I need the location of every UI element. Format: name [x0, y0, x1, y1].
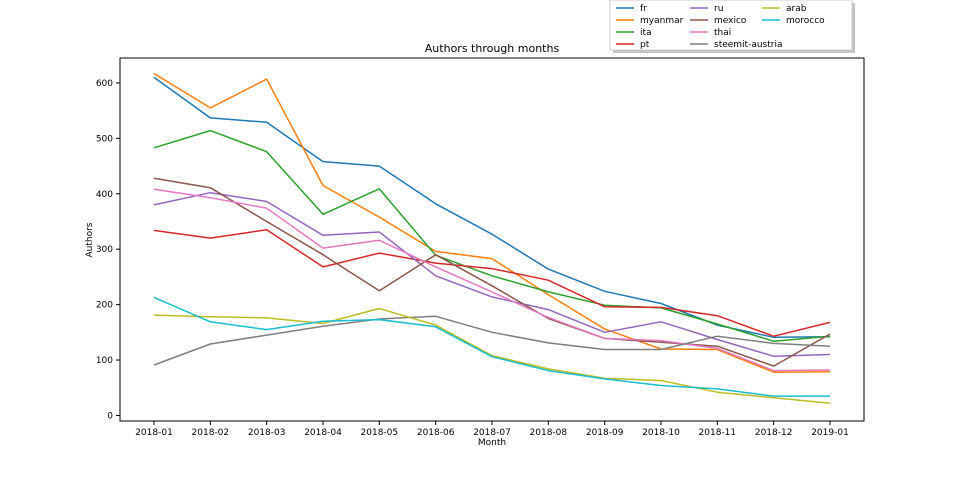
series-line-myanmar [153, 72, 831, 373]
plot-area-frame [119, 57, 865, 422]
x-tick-label: 2019-01 [811, 428, 849, 438]
y-tick-label: 600 [96, 79, 113, 89]
series-line-thai [153, 188, 831, 372]
legend-label-ita: ita [640, 28, 652, 38]
legend-label-arab: arab [786, 4, 807, 14]
series-lines [153, 72, 831, 405]
x-tick-label: 2018-09 [586, 428, 624, 438]
y-tick-label: 500 [96, 134, 113, 144]
x-tick-label: 2018-08 [530, 428, 568, 438]
legend-label-mexico: mexico [714, 16, 747, 26]
chart-title: Authors through months [425, 42, 560, 55]
series-line-ru [153, 191, 831, 357]
series-line-steemit-austria [153, 315, 831, 366]
series-line-arab [153, 307, 831, 405]
x-tick-label: 2018-06 [417, 428, 455, 438]
series-line-fr [153, 76, 831, 339]
x-tick-label: 2018-03 [248, 428, 286, 438]
legend-label-steemit-austria: steemit-austria [714, 40, 783, 50]
legend: fr myanmar ita pt ru mexico thai steemit-austri… [609, 0, 855, 53]
x-tick-label: 2018-07 [473, 428, 511, 438]
legend-label-thai: thai [714, 28, 731, 38]
x-tick-label: 2018-10 [642, 428, 680, 438]
legend-label-fr: fr [640, 4, 647, 14]
legend-label-ru: ru [714, 4, 723, 14]
legend-label-myanmar: myanmar [640, 16, 684, 26]
series-line-morocco [153, 296, 830, 397]
series-line-pt [153, 229, 831, 337]
y-axis: 0 100 200 300 400 500 600 [96, 79, 120, 421]
y-tick-label: 200 [96, 301, 113, 311]
y-tick-label: 400 [96, 190, 113, 200]
y-tick-label: 300 [96, 245, 113, 255]
series-line-ita [153, 129, 831, 342]
x-axis: 2018-01 2018-02 2018-03 2018-04 2018-05 2018-… [135, 421, 849, 438]
x-tick-label: 2018-05 [361, 428, 399, 438]
x-axis-label: Month [478, 438, 506, 448]
y-tick-label: 0 [107, 411, 113, 421]
x-tick-label: 2018-02 [192, 428, 230, 438]
x-tick-label: 2018-12 [755, 428, 793, 438]
legend-box [609, 0, 853, 51]
x-tick-label: 2018-04 [304, 428, 342, 438]
y-axis-label: Authors [85, 222, 95, 257]
y-tick-label: 100 [96, 356, 113, 366]
x-tick-label: 2018-01 [135, 428, 173, 438]
legend-label-pt: pt [640, 40, 650, 50]
x-tick-label: 2018-11 [699, 428, 737, 438]
series-line-mexico [153, 177, 831, 367]
legend-label-morocco: morocco [786, 16, 825, 26]
